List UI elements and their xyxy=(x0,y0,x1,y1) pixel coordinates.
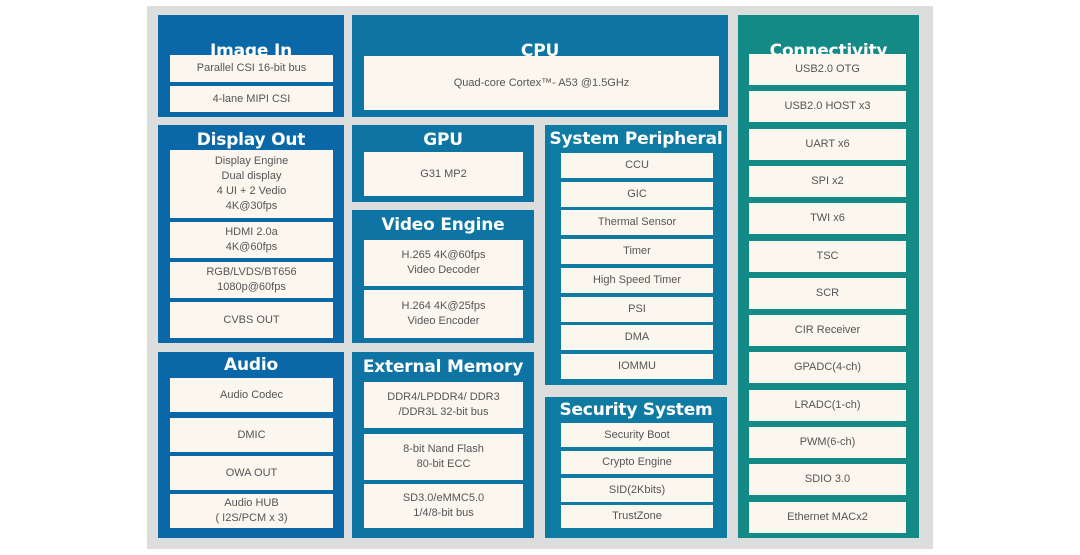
block-item: SD3.0/eMMC5.0 1/4/8-bit bus xyxy=(364,484,523,528)
block-item: HDMI 2.0a 4K@60fps xyxy=(170,222,333,258)
block-item: TSC xyxy=(749,240,906,272)
block-item: Thermal Sensor xyxy=(561,210,713,236)
block-item: 4-lane MIPI CSI xyxy=(170,86,333,112)
block-title: Display Out xyxy=(196,130,306,150)
block-item: SDIO 3.0 xyxy=(749,464,906,496)
block-item: Security Boot xyxy=(561,423,713,447)
block-item: GPADC(4-ch) xyxy=(749,352,906,384)
block-item: UART x6 xyxy=(749,128,906,160)
block-item: DDR4/LPDDR4/ DDR3 /DDR3L 32-bit bus xyxy=(364,382,523,428)
block-item: CCU xyxy=(561,153,713,178)
block-item: H.265 4K@60fps Video Decoder xyxy=(364,240,523,286)
block-title: Audio xyxy=(224,355,278,375)
block-item: SPI x2 xyxy=(749,165,906,197)
block-item: High Speed Timer xyxy=(561,267,713,293)
block-item: Quad-core Cortex™- A53 @1.5GHz xyxy=(364,56,719,110)
block-item: 8-bit Nand Flash 80-bit ECC xyxy=(364,434,523,480)
block-item: Ethernet MACx2 xyxy=(749,501,906,533)
block-item: USB2.0 OTG xyxy=(749,54,906,85)
block-item: GIC xyxy=(561,181,713,207)
block-item: TWI x6 xyxy=(749,203,906,235)
block-item: Audio Codec xyxy=(170,378,333,412)
block-item: SID(2Kbits) xyxy=(561,478,713,502)
block-item: RGB/LVDS/BT656 1080p@60fps xyxy=(170,262,333,298)
block-item: CIR Receiver xyxy=(749,315,906,347)
block-item: SCR xyxy=(749,277,906,309)
block-title: Security System xyxy=(559,400,713,420)
block-item: Crypto Engine xyxy=(561,451,713,474)
block-title: External Memory xyxy=(362,357,524,377)
block-item: Display Engine Dual display 4 UI + 2 Ved… xyxy=(170,150,333,218)
block-item: CVBS OUT xyxy=(170,302,333,338)
block-title: GPU xyxy=(423,130,463,150)
block-item: Audio HUB ( I2S/PCM x 3) xyxy=(170,494,333,528)
block-item: USB2.0 HOST x3 xyxy=(749,91,906,123)
block-item: H.264 4K@25fps Video Encoder xyxy=(364,290,523,338)
block-item: LRADC(1-ch) xyxy=(749,389,906,421)
block-item: DMA xyxy=(561,325,713,351)
block-title: Video Engine xyxy=(381,215,505,235)
block-item: OWA OUT xyxy=(170,456,333,490)
block-item: TrustZone xyxy=(561,505,713,528)
block-item: Timer xyxy=(561,239,713,265)
block-item: IOMMU xyxy=(561,353,713,379)
block-item: G31 MP2 xyxy=(364,152,523,196)
block-title: System Peripheral xyxy=(549,129,723,149)
block-item: PSI xyxy=(561,296,713,322)
block-item: PWM(6-ch) xyxy=(749,427,906,458)
block-item: Parallel CSI 16-bit bus xyxy=(170,55,333,82)
block-item: DMIC xyxy=(170,418,333,452)
